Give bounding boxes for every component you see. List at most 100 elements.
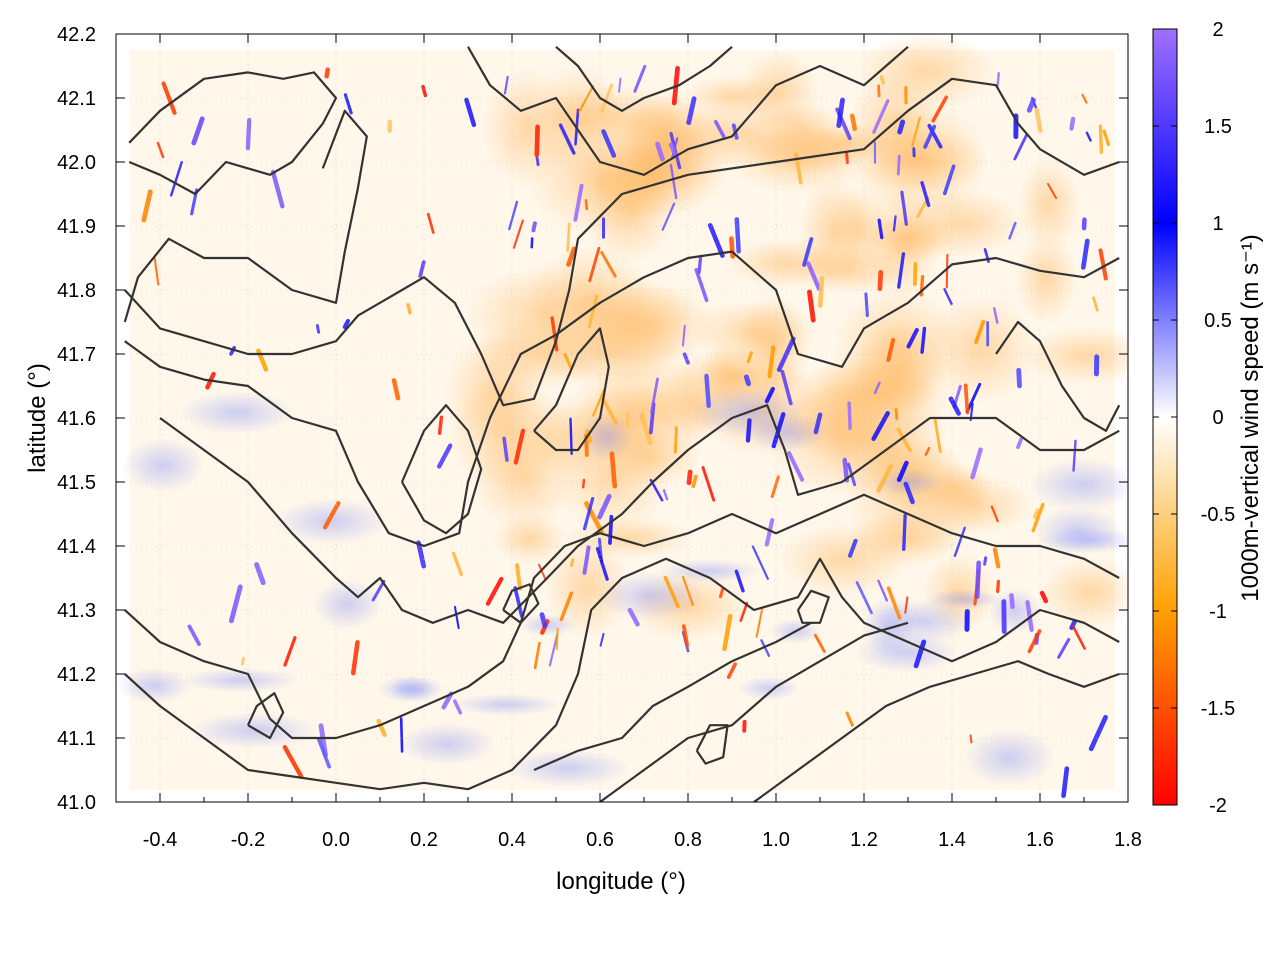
field-streak [877, 218, 884, 240]
field-streak [1071, 625, 1086, 650]
field-streak [270, 169, 285, 209]
y-tick-label: 42.2 [57, 24, 96, 46]
field-streak [241, 656, 245, 666]
field-streak [896, 460, 909, 483]
field-streak [879, 75, 886, 85]
field-streak [845, 711, 854, 727]
field-streak [953, 526, 966, 557]
field-streak [845, 151, 849, 165]
terrain-contours [123, 45, 1121, 802]
field-streak [569, 558, 575, 568]
field-streak [1034, 107, 1043, 134]
field-streak [770, 475, 780, 499]
field-streak [1085, 131, 1092, 142]
contour-line [247, 692, 285, 740]
field-streak [694, 268, 709, 303]
field-streak [1027, 629, 1042, 654]
x-tick-label: -0.2 [231, 829, 265, 851]
x-tick-label: 1.2 [850, 829, 878, 851]
field-streak [601, 129, 617, 158]
field-streak [153, 257, 160, 286]
field-streak [686, 469, 693, 486]
colorbar-label: 1000m-vertical wind speed (m s⁻¹) [1237, 234, 1264, 601]
contour-line [124, 557, 1120, 791]
field-streak [316, 737, 331, 769]
field-streak [578, 85, 595, 113]
field-streak [169, 160, 183, 197]
field-streak [877, 270, 884, 292]
contour-line [555, 45, 733, 112]
field-streak [886, 338, 896, 362]
field-streak [515, 563, 523, 591]
field-streak [161, 81, 177, 115]
field-streak [1039, 590, 1049, 604]
field-streak [342, 318, 351, 330]
field-blob-warm [544, 535, 630, 639]
field-streak [704, 373, 711, 409]
field-streak [751, 545, 769, 580]
field-streak [848, 538, 858, 558]
field-streak [1081, 93, 1088, 104]
field-streak [228, 584, 243, 624]
field-streak [453, 605, 460, 630]
field-streak [739, 601, 749, 622]
field-streak [673, 426, 678, 454]
x-tick-label: 0.6 [586, 829, 614, 851]
field-streak [701, 466, 716, 502]
field-streak [503, 75, 509, 95]
field-streak [1025, 600, 1034, 632]
field-blob-warm [763, 102, 844, 153]
field-streak [1061, 766, 1070, 799]
field-streak [760, 639, 771, 657]
field-streak [1057, 637, 1071, 659]
field-streak [948, 396, 961, 416]
field-streak [582, 545, 591, 575]
field-blob-cool [963, 729, 1055, 787]
field-streak [633, 64, 647, 93]
field-streak [1026, 97, 1036, 113]
field-streak [894, 408, 899, 421]
field-streak [485, 576, 504, 606]
field-streak [743, 374, 751, 387]
field-streak [729, 236, 736, 259]
x-axis: -0.4 -0.2 0.0 0.2 0.4 0.6 0.8 1.0 1.2 1.4 1.6 1.8 [115, 34, 1142, 851]
field-streak [807, 289, 816, 323]
field-streak [599, 632, 605, 647]
field-blob-cool [1029, 458, 1128, 512]
field-streak [734, 569, 745, 593]
field-blob-cool [451, 693, 560, 716]
field-blob-cool [272, 498, 389, 545]
heatmap-field [116, 34, 1128, 799]
field-streak [1013, 133, 1029, 161]
field-streak [904, 596, 909, 614]
contour-line [128, 71, 338, 196]
field-streak [437, 443, 453, 469]
field-streak [563, 352, 573, 370]
field-streak [582, 496, 595, 531]
field-streak [920, 326, 927, 354]
colorbar-tick-label: 1.5 [1204, 116, 1232, 138]
field-streak [877, 579, 889, 602]
field-streak [1047, 182, 1058, 200]
field-streak [187, 624, 201, 646]
field-streak [573, 183, 584, 222]
field-streak [254, 562, 266, 586]
field-streak [156, 141, 165, 159]
colorbar-tick-label: -1 [1209, 601, 1227, 623]
field-streak [141, 189, 153, 223]
field-blob-warm [446, 376, 570, 490]
field-streak [726, 662, 737, 679]
x-tick-label: 0.0 [322, 829, 350, 851]
y-tick-label: 42.1 [57, 88, 96, 110]
field-streak [600, 250, 617, 278]
field-blob-cool [1037, 527, 1128, 553]
x-tick-label: 1.4 [938, 829, 966, 851]
field-streak [849, 113, 858, 132]
field-streak [963, 383, 970, 415]
field-streak [416, 540, 427, 569]
colorbar-tick-label: 1 [1212, 213, 1223, 235]
field-streak [512, 219, 524, 249]
field-blob-cool [855, 632, 959, 673]
field-streak [974, 560, 982, 600]
